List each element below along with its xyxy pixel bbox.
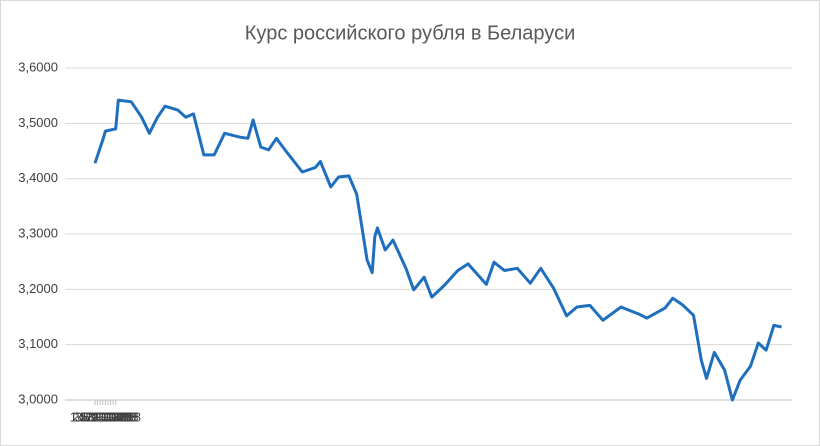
- y-tick-label: 3,0000: [18, 391, 58, 406]
- x-tick-label: 7.1.2018: [85, 409, 136, 424]
- x-tick-label: 9.1.2018: [90, 409, 141, 424]
- x-tick-label: 8.1.2018: [88, 409, 139, 424]
- x-tick-label: 3.1.2018: [75, 409, 126, 424]
- line-series: [93, 98, 782, 402]
- x-tick-label: 6.1.2018: [83, 409, 134, 424]
- y-tick-label: 3,2000: [18, 281, 58, 296]
- y-tick-label: 3,4000: [18, 170, 58, 185]
- chart-title: Курс российского рубля в Беларуси: [245, 22, 575, 44]
- x-tick-label: 2.1.2018: [72, 409, 123, 424]
- y-tick-label: 3,3000: [18, 225, 58, 240]
- y-tick-label: 3,5000: [18, 115, 58, 130]
- y-tick-label: 3,1000: [18, 336, 58, 351]
- x-tick-label: 5.1.2018: [80, 409, 131, 424]
- y-tick-label: 3,6000: [18, 59, 58, 74]
- x-tick-label: 1.1.2018: [70, 409, 121, 424]
- x-tick-label: 4.1.2018: [77, 409, 128, 424]
